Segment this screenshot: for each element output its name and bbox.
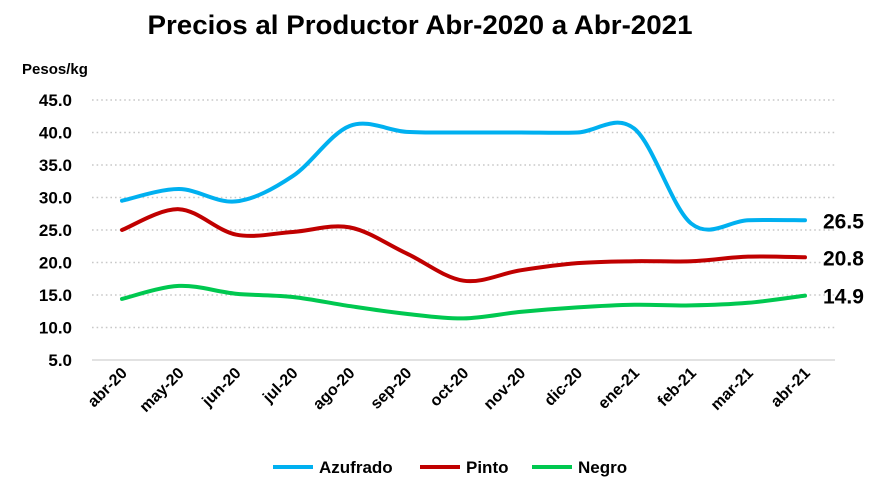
legend-label: Azufrado: [319, 458, 393, 477]
legend-label: Negro: [578, 458, 627, 477]
y-axis-label: Pesos/kg: [22, 61, 88, 78]
x-tick-label: sep-20: [368, 365, 416, 413]
y-tick-label: 30.0: [39, 189, 72, 208]
x-tick-label: jul-20: [259, 365, 301, 407]
legend-item-azufrado: Azufrado: [273, 458, 393, 477]
end-value-label: 26.5: [823, 210, 864, 233]
x-tick-label: feb-21: [655, 365, 700, 410]
x-tick-label: mar-21: [708, 365, 757, 414]
legend-label: Pinto: [466, 458, 509, 477]
x-tick-label: ago-20: [310, 365, 359, 414]
x-tick-label: abr-21: [768, 365, 814, 411]
series-line-negro: [122, 286, 805, 319]
y-tick-label: 40.0: [39, 124, 72, 143]
legend-item-pinto: Pinto: [420, 458, 509, 477]
x-tick-label: ene-21: [595, 365, 643, 413]
x-tick-label: oct-20: [427, 365, 472, 410]
series-line-azufrado: [122, 123, 805, 230]
y-tick-label: 20.0: [39, 254, 72, 273]
series-line-pinto: [122, 209, 805, 281]
end-value-label: 14.9: [823, 286, 864, 309]
y-tick-label: 35.0: [39, 156, 72, 175]
chart-title: Precios al Productor Abr-2020 a Abr-2021: [148, 10, 693, 40]
legend-item-negro: Negro: [532, 458, 627, 477]
x-tick-label: dic-20: [541, 365, 586, 410]
y-tick-label: 5.0: [48, 351, 72, 370]
y-tick-label: 25.0: [39, 221, 72, 240]
x-tick-label: may-20: [137, 365, 188, 416]
x-tick-label: jun-20: [199, 365, 245, 411]
x-tick-label: abr-20: [85, 365, 131, 411]
x-tick-label: nov-20: [481, 365, 530, 414]
y-tick-label: 15.0: [39, 286, 72, 305]
y-tick-label: 45.0: [39, 91, 72, 110]
end-value-label: 20.8: [823, 247, 864, 270]
y-tick-label: 10.0: [39, 319, 72, 338]
